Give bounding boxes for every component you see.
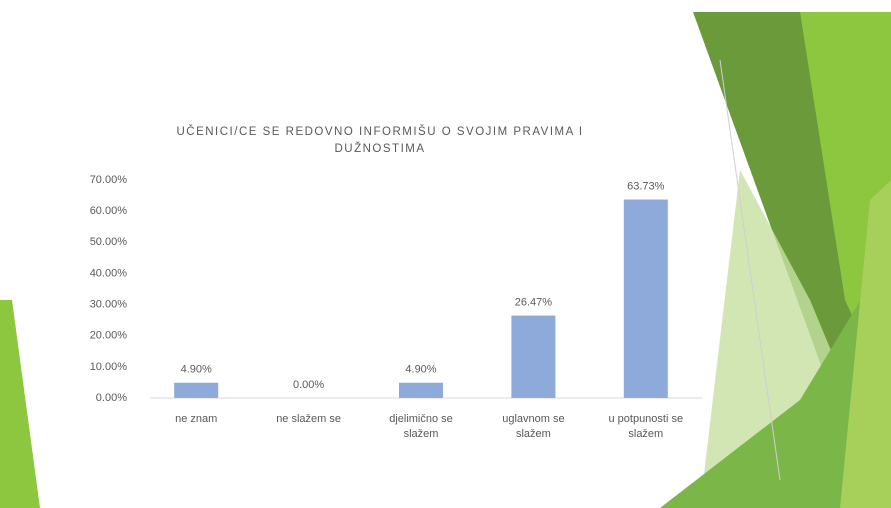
bar [399, 382, 443, 398]
bar [623, 199, 668, 398]
x-tick-label: ne slažem se [276, 413, 341, 425]
y-tick-label: 60.00% [90, 205, 128, 217]
value-label: 63.73% [627, 180, 665, 192]
y-tick-label: 50.00% [90, 236, 128, 248]
x-tick-label: u potpunosti se slažem [608, 413, 684, 440]
y-tick-label: 40.00% [90, 267, 128, 279]
x-tick-label: uglavnom se slažem [502, 413, 565, 440]
y-tick-label: 30.00% [90, 298, 128, 310]
x-tick-label: ne znam [175, 413, 218, 425]
value-label: 4.90% [181, 364, 212, 376]
x-tick-label: djelimično se slažem [389, 413, 453, 440]
bar [511, 315, 556, 398]
decoration [0, 12, 891, 508]
value-label: 0.00% [293, 379, 324, 391]
y-tick-label: 70.00% [90, 174, 128, 186]
value-label: 26.47% [515, 296, 553, 308]
value-label: 4.90% [405, 364, 436, 376]
chart-title: UČENICI/CE SE REDOVNO INFORMIŠU O SVOJIM… [176, 126, 584, 155]
bar [174, 382, 219, 398]
y-tick-label: 10.00% [90, 361, 128, 373]
y-tick-label: 0.00% [96, 392, 127, 404]
y-tick-label: 20.00% [90, 330, 128, 342]
